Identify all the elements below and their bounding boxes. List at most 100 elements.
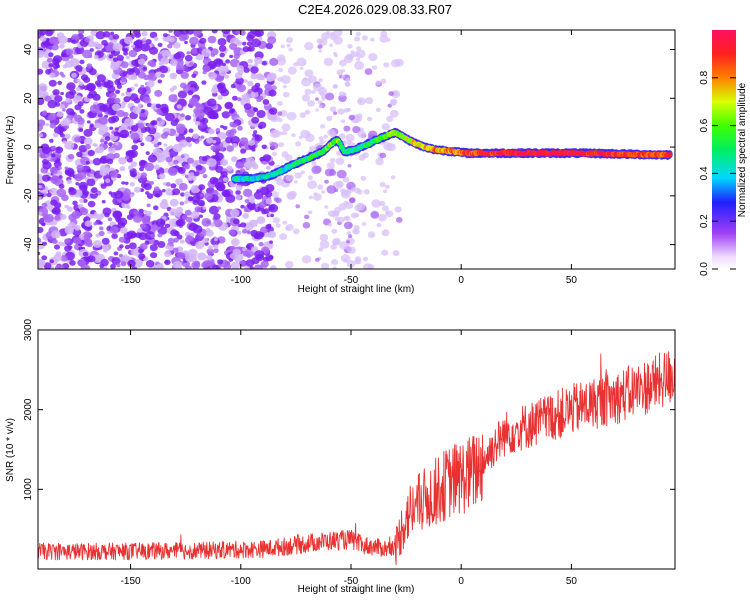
x-tick-label: -50 <box>344 576 359 587</box>
noise-dot <box>243 103 252 110</box>
noise-dot <box>343 125 351 132</box>
noise-dot <box>179 30 190 35</box>
noise-dot <box>315 108 319 112</box>
noise-dot <box>329 106 337 113</box>
noise-dot <box>108 142 113 147</box>
noise-dot <box>67 153 75 160</box>
noise-dot <box>38 173 43 179</box>
noise-dot <box>224 68 230 73</box>
noise-dot <box>229 43 238 51</box>
noise-dot <box>224 261 231 266</box>
noise-dot <box>301 94 311 102</box>
noise-dot <box>108 147 116 154</box>
noise-dot <box>353 229 360 235</box>
noise-dot <box>123 51 129 56</box>
noise-dot <box>188 222 198 232</box>
noise-dot <box>254 250 265 259</box>
noise-dot <box>394 206 402 213</box>
noise-dot <box>128 165 134 170</box>
noise-dot <box>80 140 85 145</box>
colorbar-tick-label: 0.2 <box>699 214 710 228</box>
noise-dot <box>165 112 175 122</box>
noise-dot <box>188 62 194 66</box>
noise-dot <box>267 230 277 238</box>
noise-dot <box>95 146 105 154</box>
noise-dot <box>376 222 382 228</box>
y-tick-label: -20 <box>23 188 34 203</box>
noise-dot <box>133 30 141 36</box>
noise-dot <box>323 57 334 67</box>
noise-dot <box>362 256 369 262</box>
noise-dot <box>248 139 255 146</box>
noise-dot <box>213 219 223 228</box>
noise-dot <box>180 82 187 89</box>
noise-dot <box>57 241 64 246</box>
spectrogram-y-label: Frequency (Hz) <box>5 116 16 185</box>
noise-dot <box>83 137 93 146</box>
noise-dot <box>108 54 114 59</box>
noise-dot <box>67 206 73 212</box>
y-tick-label: 1000 <box>23 478 34 501</box>
noise-dot <box>178 33 188 42</box>
noise-dot <box>177 90 187 99</box>
noise-dot <box>120 122 128 129</box>
noise-dot <box>294 180 298 184</box>
noise-dot <box>59 127 65 132</box>
snr-frame <box>37 329 676 570</box>
noise-dot <box>113 97 121 104</box>
noise-dot <box>42 241 47 246</box>
noise-dot <box>119 166 126 172</box>
noise-dot <box>131 144 139 151</box>
noise-dot <box>231 122 238 128</box>
noise-dot <box>281 123 291 132</box>
noise-dot <box>321 262 330 269</box>
noise-dot <box>179 201 185 206</box>
noise-dot <box>187 90 194 96</box>
noise-dot <box>354 213 360 218</box>
noise-dot <box>325 92 335 101</box>
noise-dot <box>218 85 227 94</box>
noise-dot <box>78 128 84 132</box>
noise-dot <box>133 214 143 223</box>
noise-dot <box>93 222 98 226</box>
noise-dot <box>86 63 93 69</box>
noise-dot <box>247 80 254 87</box>
noise-dot <box>126 214 134 220</box>
noise-dot <box>263 208 270 215</box>
noise-dot <box>157 159 162 163</box>
noise-dot <box>222 190 231 198</box>
noise-dot <box>50 199 58 206</box>
noise-dot <box>66 82 76 91</box>
noise-dot <box>268 203 279 213</box>
noise-dot <box>124 244 130 250</box>
noise-dot <box>336 169 347 179</box>
noise-dot <box>350 50 355 54</box>
noise-dot <box>346 240 350 244</box>
noise-dot <box>246 201 256 210</box>
noise-dot <box>122 111 129 118</box>
noise-dot <box>316 38 323 44</box>
noise-dot <box>318 104 323 109</box>
noise-dot <box>354 204 363 212</box>
noise-dot <box>110 62 120 71</box>
noise-dot <box>38 226 44 234</box>
noise-dot <box>348 53 355 59</box>
noise-dot <box>358 99 363 103</box>
noise-dot <box>280 44 285 49</box>
x-tick-label: -150 <box>121 275 141 286</box>
noise-dot <box>151 120 158 126</box>
noise-dot <box>177 166 186 174</box>
noise-dot <box>211 113 219 120</box>
noise-dot <box>331 210 340 218</box>
noise-dot <box>60 254 68 262</box>
noise-dot <box>111 115 120 123</box>
spectrogram-panel: -150 -100 -50 0 50 -40 -20 0 20 40 Height of str… <box>5 29 676 295</box>
noise-dot <box>201 80 207 85</box>
noise-dot <box>112 42 123 52</box>
noise-dot <box>385 211 390 215</box>
noise-dot <box>109 92 117 99</box>
noise-dot <box>64 166 69 170</box>
noise-dot <box>368 264 375 269</box>
noise-dot <box>282 130 288 135</box>
noise-dot <box>277 101 283 106</box>
